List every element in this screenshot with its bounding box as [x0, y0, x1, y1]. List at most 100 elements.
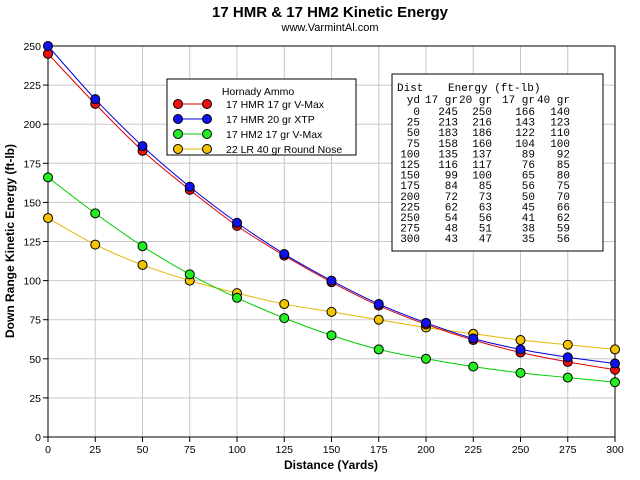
table-cell: 186 [472, 128, 492, 140]
table-cell: 200 [400, 192, 420, 204]
y-tick-label: 125 [23, 237, 41, 249]
table-row: 300 43 47 35 56 [400, 234, 570, 246]
table-cell: 122 [515, 128, 535, 140]
data-point [326, 306, 337, 317]
y-tick-label: 50 [29, 354, 41, 366]
table-cell: 56 [479, 213, 492, 225]
table-cell: 175 [400, 181, 420, 193]
table-cell: 47 [479, 234, 492, 246]
legend-label: 17 HMR 20 gr XTP [226, 114, 315, 126]
table-cell: 166 [515, 107, 535, 119]
data-point [515, 367, 526, 378]
table-row: 0 245 250 166 140 [413, 107, 570, 119]
data-point [515, 344, 526, 355]
table-subheader-cell: yd [407, 95, 420, 107]
table-cell: 66 [557, 202, 570, 214]
table-row: 50 183 186 122 110 [407, 128, 570, 140]
y-tick-label: 0 [35, 432, 41, 444]
data-point [43, 172, 53, 183]
legend-label: 17 HMR 17 gr V-Max [226, 99, 325, 111]
table-cell: 150 [400, 171, 420, 183]
data-point [610, 358, 620, 369]
table-row: 150 99 100 65 80 [400, 171, 570, 183]
x-tick-label: 175 [370, 444, 388, 456]
legend-box [166, 78, 357, 156]
table-cell: 158 [438, 139, 458, 151]
legend-marker [173, 114, 183, 124]
table-header-energy: Energy (ft-lb) [448, 83, 540, 95]
table-cell: 213 [438, 118, 458, 130]
legend-label: 17 HM2 17 gr V-Max [226, 129, 323, 141]
data-point [232, 292, 242, 303]
chart-title: 17 HMR & 17 HM2 Kinetic Energy [212, 4, 449, 21]
data-point [468, 361, 479, 372]
data-point [562, 372, 573, 383]
data-point [137, 241, 148, 252]
data-point [373, 314, 384, 325]
data-point [373, 344, 384, 355]
series-group [43, 41, 620, 369]
table-cell: 104 [515, 139, 535, 151]
table-cell: 45 [522, 202, 535, 214]
legend-title: Hornady Ammo [222, 86, 295, 98]
x-tick-label: 50 [137, 444, 149, 456]
table-cell: 225 [400, 202, 420, 214]
legend-item: 17 HMR 17 gr V-Max [173, 99, 325, 111]
table-cell: 137 [472, 149, 492, 161]
table-cell: 183 [438, 128, 458, 140]
data-table-box [391, 73, 604, 252]
data-point [610, 377, 620, 388]
data-point [610, 344, 620, 355]
table-row: 175 84 85 56 75 [400, 181, 570, 193]
table-subheader-cell: 20 gr [459, 95, 492, 107]
table-cell: 35 [522, 234, 535, 246]
table-row: 200 72 73 50 70 [400, 192, 570, 204]
table-cell: 41 [522, 213, 536, 225]
data-point [184, 269, 195, 280]
table-cell: 48 [445, 224, 458, 236]
data-point [90, 239, 101, 250]
table-cell: 100 [400, 149, 420, 161]
x-tick-label: 275 [559, 444, 577, 456]
table-cell: 85 [557, 160, 570, 172]
legend-marker [173, 144, 183, 154]
table-cell: 110 [550, 128, 570, 140]
legend-marker [202, 99, 212, 109]
data-point [90, 94, 101, 105]
data-point [562, 339, 573, 350]
data-point [279, 313, 290, 324]
data-point [515, 335, 526, 346]
legend-items: 17 HMR 17 gr V-Max 17 HMR 20 gr XTP 17 HM2… [173, 99, 342, 156]
table-cell: 89 [522, 149, 535, 161]
data-point [326, 330, 337, 341]
table-cell: 100 [550, 139, 570, 151]
table-cell: 62 [445, 202, 458, 214]
tick-layer: 0 25 50 75 100 125 150 175 200 225 250 275 300025507… [23, 41, 623, 456]
table-row: 225 62 63 45 66 [400, 202, 570, 214]
table-cell: 59 [557, 224, 570, 236]
table-cell: 50 [522, 192, 535, 204]
table-cell: 250 [472, 107, 492, 119]
table-row: 25 213 216 143 123 [407, 118, 570, 130]
table-subheader-cell: 17 gr [425, 95, 458, 107]
data-point [562, 352, 573, 363]
y-tick-label: 250 [23, 41, 41, 53]
series-layer [43, 41, 620, 388]
y-axis-label: Down Range Kinetic Energy (ft-lb) [3, 144, 17, 338]
x-tick-label: 150 [323, 444, 341, 456]
data-point [421, 353, 431, 364]
x-tick-label: 300 [606, 444, 624, 456]
legend-label: 22 LR 40 gr Round Nose [226, 144, 342, 156]
table-cell: 117 [472, 160, 492, 172]
table-cell: 135 [438, 149, 458, 161]
table-cell: 75 [407, 139, 420, 151]
table-cell: 50 [407, 128, 420, 140]
legend-item: 22 LR 40 gr Round Nose [173, 144, 342, 156]
data-point [184, 181, 195, 192]
y-tick-label: 75 [29, 315, 41, 327]
data-point [421, 317, 431, 328]
data-point [468, 333, 479, 344]
table-cell: 75 [557, 181, 570, 193]
x-tick-label: 25 [89, 444, 101, 456]
